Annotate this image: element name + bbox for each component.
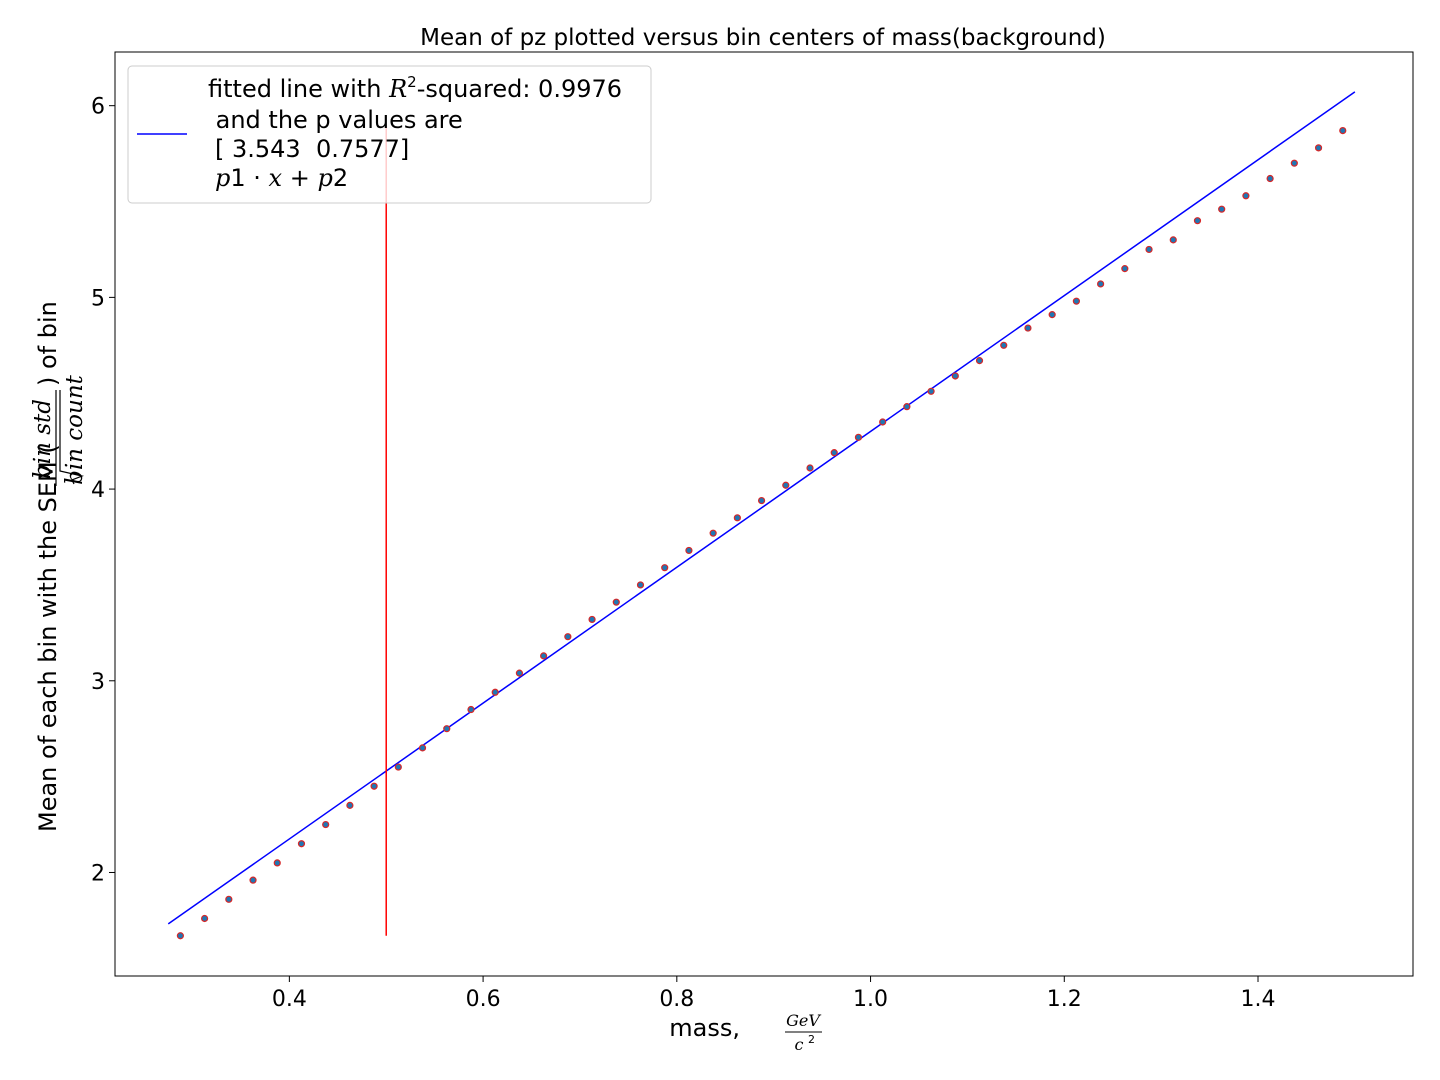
data-points <box>176 126 1347 940</box>
y-tick-label: 4 <box>91 478 105 503</box>
data-point <box>225 895 233 903</box>
x-tick-label: 0.8 <box>659 987 694 1012</box>
data-point <box>540 652 548 660</box>
y-axis-label: Mean of each bin with the SEM ( bin std … <box>30 301 88 832</box>
data-point <box>443 725 451 733</box>
legend-line-2: and the p values are <box>208 106 463 134</box>
data-point <box>854 433 863 441</box>
data-point <box>1314 144 1323 152</box>
data-point <box>564 633 572 641</box>
data-point <box>1339 126 1347 135</box>
data-point <box>733 514 741 522</box>
data-point <box>975 357 984 365</box>
data-point <box>927 387 935 395</box>
legend: fitted line with R2-squared: 0.9976 and … <box>127 65 652 204</box>
data-point <box>249 876 257 884</box>
data-point <box>1121 265 1129 273</box>
y-axis-sqrt-sign <box>59 390 85 485</box>
data-point <box>1290 159 1298 167</box>
data-point <box>418 744 427 752</box>
data-point <box>1266 174 1274 183</box>
data-point <box>322 820 330 829</box>
y-tick-label: 5 <box>91 286 105 311</box>
fit-layer <box>167 91 1356 925</box>
data-point <box>1242 192 1250 200</box>
y-axis: 2 3 4 5 6 <box>91 95 115 886</box>
data-point <box>515 669 524 677</box>
data-point <box>201 914 209 923</box>
data-point <box>806 464 814 472</box>
data-point <box>1193 217 1202 225</box>
data-point <box>1048 311 1056 319</box>
data-point <box>297 840 306 848</box>
data-point <box>491 688 499 696</box>
data-point <box>782 481 790 489</box>
data-point <box>370 782 378 790</box>
x-axis-unit-denominator: c <box>795 1035 804 1054</box>
legend-line-3: [ 3.543 0.7577] <box>215 135 409 163</box>
data-point <box>1024 324 1032 332</box>
data-point <box>709 529 717 537</box>
data-point <box>588 615 596 624</box>
x-tick-label: 1.2 <box>1047 987 1082 1012</box>
data-point <box>176 932 184 940</box>
data-point <box>1097 280 1105 288</box>
data-point <box>661 564 669 572</box>
y-axis-label-suffix: ) of bin <box>34 301 62 386</box>
data-point <box>830 449 838 457</box>
data-point <box>1145 245 1153 254</box>
y-tick-label: 2 <box>91 861 105 886</box>
x-axis: 0.4 0.6 0.8 1.0 1.2 1.4 <box>272 976 1276 1012</box>
x-axis-label-prefix: mass, <box>669 1014 740 1042</box>
y-axis-fraction-denominator: bin count <box>62 374 88 485</box>
data-point <box>636 581 645 589</box>
legend-line-4: p1 · x + p2 <box>215 164 348 192</box>
x-axis-label: mass, GeV c 2 <box>669 1011 822 1054</box>
data-point <box>903 403 911 411</box>
data-point <box>951 372 959 380</box>
legend-line-1: fitted line with R2-squared: 0.9976 <box>208 73 622 103</box>
plot-frame <box>114 51 1414 977</box>
x-tick-label: 0.6 <box>466 987 501 1012</box>
y-axis-label-prefix: Mean of each bin with the SEM ( <box>34 444 62 832</box>
chart-title: Mean of pz plotted versus bin centers of… <box>420 25 1106 51</box>
data-point <box>1000 341 1008 349</box>
data-point <box>1072 297 1080 305</box>
data-point <box>1169 236 1177 244</box>
data-point <box>685 546 693 555</box>
y-tick-label: 3 <box>91 670 105 695</box>
legend-box <box>127 65 652 204</box>
data-point <box>394 763 402 771</box>
data-point <box>879 418 887 426</box>
fit-line <box>167 91 1356 925</box>
data-point <box>1218 205 1226 213</box>
x-axis-unit-numerator: GeV <box>786 1011 821 1030</box>
y-axis-fraction-numerator: bin std <box>30 399 56 479</box>
x-tick-label: 1.4 <box>1241 987 1276 1012</box>
data-point <box>757 496 766 505</box>
data-point <box>346 801 354 809</box>
x-axis-unit-exponent: 2 <box>808 1033 815 1046</box>
data-point <box>612 598 620 606</box>
x-tick-label: 1.0 <box>853 987 888 1012</box>
data-point <box>273 859 281 867</box>
x-tick-label: 0.4 <box>272 987 307 1012</box>
y-tick-label: 6 <box>91 95 105 120</box>
data-point <box>467 705 475 714</box>
